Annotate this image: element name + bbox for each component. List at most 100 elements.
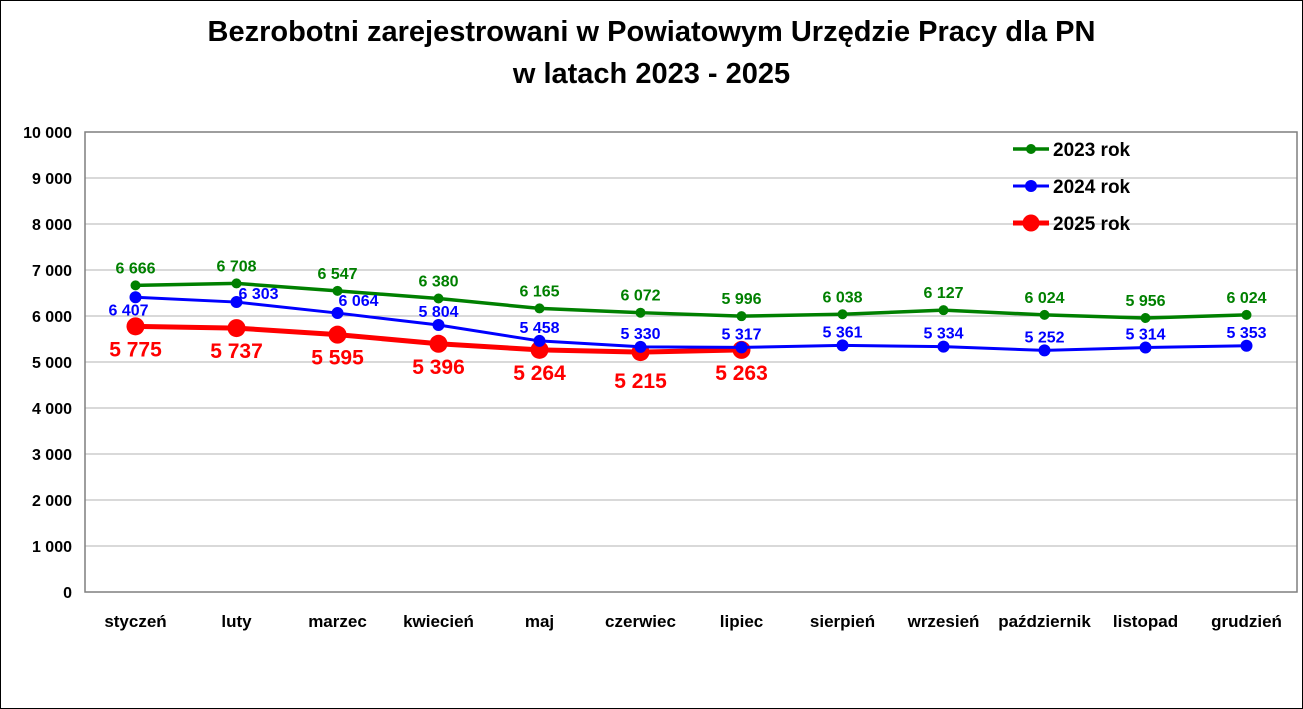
x-axis-month-label: czerwiec — [605, 612, 676, 631]
y-axis-tick-label: 1 000 — [32, 539, 72, 556]
x-axis-month-label: sierpień — [810, 612, 875, 631]
data-point — [227, 319, 246, 338]
data-label: 6 024 — [1024, 290, 1064, 307]
data-point — [837, 309, 848, 320]
y-axis-tick-label: 5 000 — [32, 355, 72, 372]
data-point — [1240, 339, 1253, 352]
x-axis-labels: styczeń luty marzec kwiecień maj czerwiec lipi… — [104, 612, 1282, 631]
data-point — [635, 307, 646, 318]
data-point — [530, 340, 549, 359]
data-point — [735, 341, 748, 354]
data-labels-2025-rok: 5 775 5 737 5 595 5 396 5 264 5 215 5 263 — [109, 338, 768, 393]
y-axis-tick-label: 8 000 — [32, 217, 72, 234]
data-point — [534, 303, 545, 314]
data-label: 5 775 — [109, 338, 162, 361]
data-point — [1241, 309, 1252, 320]
x-axis-month-label: luty — [221, 612, 252, 631]
data-point — [433, 293, 444, 304]
data-label: 6 127 — [923, 285, 963, 302]
data-label: 5 595 — [311, 347, 364, 370]
data-point — [1038, 344, 1051, 357]
data-point — [429, 334, 448, 353]
data-point — [634, 340, 647, 353]
data-point — [533, 334, 546, 347]
y-axis-tick-label: 2 000 — [32, 493, 72, 510]
data-label: 5 458 — [519, 320, 559, 337]
data-label: 6 072 — [620, 288, 660, 305]
x-axis-month-label: lipiec — [720, 612, 763, 631]
y-axis-labels: 0 1 000 2 000 3 000 4 000 5 000 6 000 7 000 8 00… — [23, 125, 72, 602]
chart-title-line2: w latach 2023 - 2025 — [512, 58, 791, 90]
x-axis-month-label: listopad — [1113, 612, 1178, 631]
data-label: 5 264 — [513, 362, 566, 385]
legend-item: 2024 rok — [1013, 177, 1131, 198]
data-point — [332, 285, 343, 296]
data-label: 5 263 — [715, 362, 768, 385]
data-label: 6 038 — [822, 289, 862, 306]
y-axis-tick-label: 6 000 — [32, 309, 72, 326]
chart-title-line1: Bezrobotni zarejestrowani w Powiatowym U… — [207, 16, 1096, 48]
data-label: 5 314 — [1125, 327, 1165, 344]
series-line — [135, 281, 1247, 320]
data-label: 6 407 — [108, 302, 148, 319]
legend-label: 2025 rok — [1053, 214, 1131, 235]
data-point — [126, 317, 145, 336]
data-label: 5 353 — [1226, 325, 1266, 342]
data-label: 5 996 — [721, 291, 761, 308]
legend-marker-icon — [1025, 180, 1037, 192]
data-label: 6 380 — [418, 274, 458, 291]
x-axis-month-label: kwiecień — [403, 612, 474, 631]
data-point — [129, 291, 142, 304]
data-point — [328, 325, 347, 344]
y-axis-tick-label: 4 000 — [32, 401, 72, 418]
chart-title: Bezrobotni zarejestrowani w Powiatowym U… — [1, 11, 1302, 95]
x-axis-month-label: marzec — [308, 612, 367, 631]
data-point — [736, 311, 747, 322]
data-label: 5 361 — [822, 324, 862, 341]
series-2023-rok — [130, 278, 1252, 324]
data-labels-2023-rok: 6 666 6 708 6 547 6 380 6 165 6 072 5 996 6 038… — [115, 258, 1266, 310]
series-2024-rok — [129, 291, 1253, 357]
legend: 2023 rok 2024 rok 2025 rok — [1013, 140, 1131, 235]
x-axis-month-label: grudzień — [1211, 612, 1282, 631]
data-point — [1139, 341, 1152, 354]
plot-border — [84, 131, 1298, 593]
data-labels-2024-rok: 6 407 6 303 6 064 5 804 5 458 5 330 5 317 5 361… — [108, 286, 1266, 346]
data-point — [432, 319, 445, 332]
data-label: 6 024 — [1226, 290, 1266, 307]
legend-label: 2023 rok — [1053, 140, 1131, 161]
data-point — [130, 280, 141, 291]
data-label: 6 547 — [317, 266, 357, 283]
data-label: 5 317 — [721, 326, 761, 343]
data-label: 5 804 — [418, 304, 458, 321]
y-axis-tick-label: 0 — [63, 585, 72, 602]
gridlines — [85, 177, 1297, 547]
data-label: 6 666 — [115, 260, 155, 277]
x-axis-month-label: maj — [525, 612, 554, 631]
data-point — [231, 278, 242, 289]
data-label: 6 303 — [238, 286, 278, 303]
data-point — [938, 305, 949, 316]
data-label: 5 330 — [620, 326, 660, 343]
data-point — [230, 296, 243, 309]
data-point — [1039, 309, 1050, 320]
data-label: 5 396 — [412, 356, 465, 379]
data-point — [836, 339, 849, 352]
data-label: 6 165 — [519, 283, 559, 300]
y-axis-tick-label: 10 000 — [23, 125, 72, 142]
x-axis-month-label: październik — [998, 612, 1091, 631]
x-axis-month-label: wrzesień — [907, 612, 980, 631]
y-axis-tick-label: 7 000 — [32, 263, 72, 280]
data-label: 5 737 — [210, 340, 263, 363]
legend-marker-icon — [1022, 214, 1040, 232]
y-axis-tick-label: 9 000 — [32, 171, 72, 188]
legend-marker-icon — [1026, 144, 1036, 154]
legend-item: 2025 rok — [1013, 214, 1131, 235]
data-label: 5 956 — [1125, 293, 1165, 310]
data-label: 5 334 — [923, 326, 963, 343]
data-label: 6 064 — [338, 293, 378, 310]
legend-item: 2023 rok — [1013, 140, 1131, 161]
data-label: 5 252 — [1024, 329, 1064, 346]
